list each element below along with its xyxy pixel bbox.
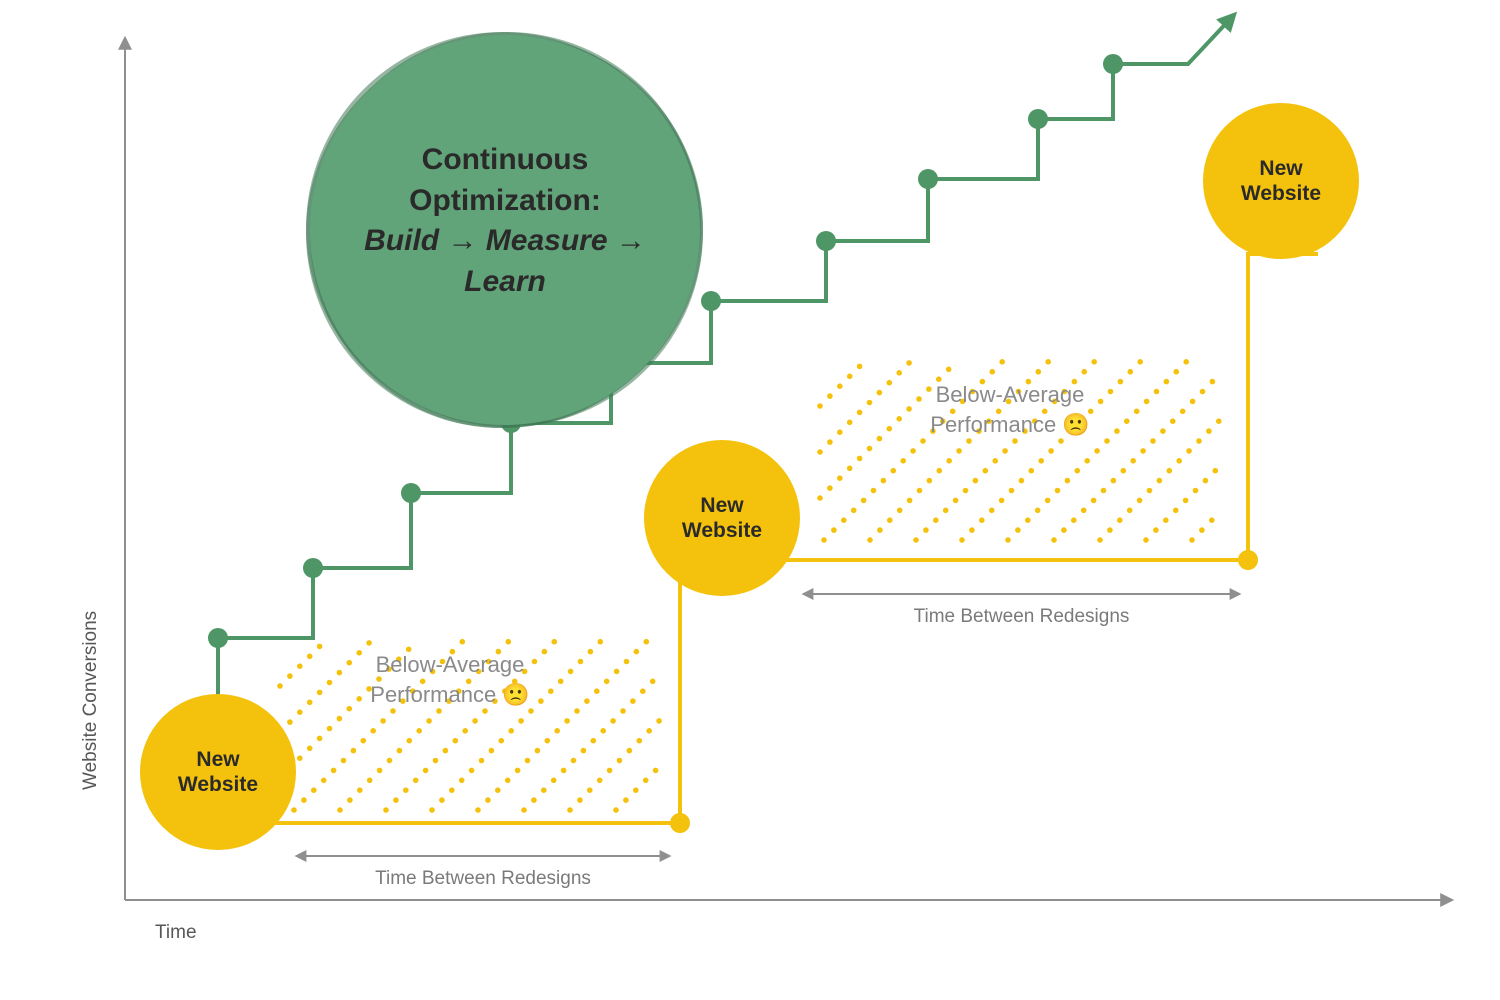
green-step-dot-8 — [918, 169, 938, 189]
green-step-dot-1 — [208, 628, 228, 648]
y-axis-label: Website Conversions — [80, 611, 102, 790]
green-step-dot-10 — [1103, 54, 1123, 74]
green-step-dot-9 — [1028, 109, 1048, 129]
below-average-label-2: Below-AveragePerformance 🙁 — [870, 380, 1150, 439]
time-between-label-2: Time Between Redesigns — [882, 606, 1162, 628]
diagram-stage: Website Conversions Time ContinuousOptim… — [0, 0, 1500, 1000]
green-step-dot-2 — [303, 558, 323, 578]
new-website-label-3: NewWebsite — [1203, 156, 1359, 206]
new-website-label-2: NewWebsite — [644, 493, 800, 543]
yellow-dot-2 — [1238, 550, 1258, 570]
x-axis-label: Time — [155, 922, 197, 944]
title-bubble-text: ContinuousOptimization:Build → Measure →… — [320, 140, 690, 302]
time-between-label-1: Time Between Redesigns — [343, 868, 623, 890]
new-website-label-1: NewWebsite — [140, 747, 296, 797]
green-step-dot-7 — [816, 231, 836, 251]
yellow-dot-1 — [670, 813, 690, 833]
below-average-label-1: Below-AveragePerformance 🙁 — [310, 650, 590, 709]
green-step-dot-3 — [401, 483, 421, 503]
green-step-dot-6 — [701, 291, 721, 311]
